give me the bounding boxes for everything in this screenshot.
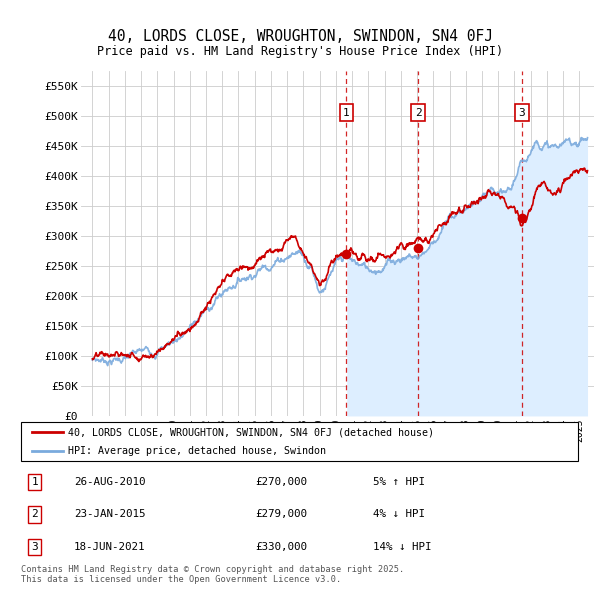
Text: £330,000: £330,000: [256, 542, 307, 552]
Text: 23-JAN-2015: 23-JAN-2015: [74, 509, 146, 519]
Text: 1: 1: [343, 108, 350, 118]
Text: £279,000: £279,000: [256, 509, 307, 519]
Text: 18-JUN-2021: 18-JUN-2021: [74, 542, 146, 552]
Text: 14% ↓ HPI: 14% ↓ HPI: [373, 542, 431, 552]
FancyBboxPatch shape: [21, 422, 578, 461]
Text: Contains HM Land Registry data © Crown copyright and database right 2025.
This d: Contains HM Land Registry data © Crown c…: [21, 565, 404, 584]
Text: 4% ↓ HPI: 4% ↓ HPI: [373, 509, 425, 519]
Text: 3: 3: [32, 542, 38, 552]
Text: Price paid vs. HM Land Registry's House Price Index (HPI): Price paid vs. HM Land Registry's House …: [97, 45, 503, 58]
Text: 2: 2: [32, 509, 38, 519]
Text: 3: 3: [518, 108, 525, 118]
Text: 40, LORDS CLOSE, WROUGHTON, SWINDON, SN4 0FJ: 40, LORDS CLOSE, WROUGHTON, SWINDON, SN4…: [107, 29, 493, 44]
Text: 1: 1: [32, 477, 38, 487]
Text: 2: 2: [415, 108, 421, 118]
Text: 40, LORDS CLOSE, WROUGHTON, SWINDON, SN4 0FJ (detached house): 40, LORDS CLOSE, WROUGHTON, SWINDON, SN4…: [68, 427, 434, 437]
Text: HPI: Average price, detached house, Swindon: HPI: Average price, detached house, Swin…: [68, 445, 326, 455]
Text: 26-AUG-2010: 26-AUG-2010: [74, 477, 146, 487]
Text: £270,000: £270,000: [256, 477, 307, 487]
Text: 5% ↑ HPI: 5% ↑ HPI: [373, 477, 425, 487]
